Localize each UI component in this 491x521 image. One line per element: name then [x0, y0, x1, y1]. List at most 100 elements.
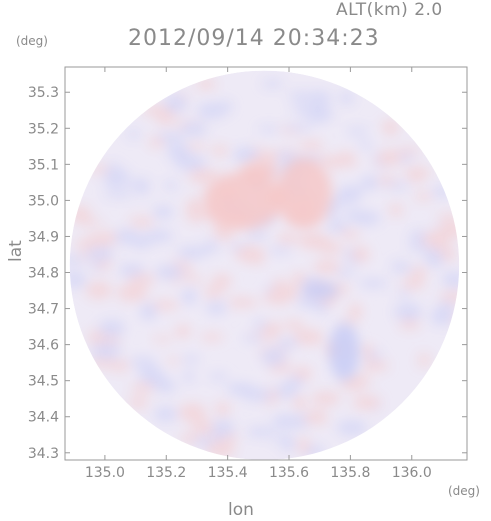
- speckle-positive: [74, 238, 103, 250]
- speckle-negative: [397, 290, 410, 298]
- altitude-label: ALT(km) 2.0: [336, 0, 443, 20]
- speckle-negative: [87, 246, 115, 261]
- speckle-negative: [180, 122, 207, 137]
- x-tick-label: 136.0: [392, 465, 432, 481]
- speckle-negative: [272, 414, 299, 429]
- speckle-positive: [277, 232, 298, 244]
- speckle-positive: [200, 333, 224, 342]
- speckle-positive: [203, 287, 224, 298]
- speckle-negative: [287, 376, 304, 389]
- speckle-positive: [299, 140, 324, 151]
- speckle-positive: [312, 260, 341, 274]
- radar-coverage-disk: [69, 70, 460, 461]
- speckle-positive: [211, 274, 233, 288]
- speckle-negative: [431, 186, 453, 197]
- speckle-negative: [127, 129, 140, 139]
- speckle-negative: [261, 79, 284, 88]
- speckle-negative: [205, 301, 227, 315]
- speckle-negative: [182, 371, 196, 382]
- speckle-negative: [181, 288, 197, 305]
- speckle-negative: [358, 141, 374, 149]
- speckle-negative: [139, 303, 157, 321]
- speckle-negative: [128, 357, 156, 366]
- speckle-negative: [253, 319, 268, 329]
- speckle-negative: [246, 230, 268, 240]
- speckle-positive: [85, 281, 112, 299]
- speckle-positive: [185, 276, 204, 284]
- speckle-positive: [401, 278, 426, 290]
- speckle-negative: [246, 427, 275, 437]
- speckle-negative: [442, 272, 460, 288]
- speckle-positive: [377, 149, 406, 162]
- speckle-positive: [404, 166, 431, 180]
- speckle-positive: [152, 336, 173, 343]
- speckle-negative: [233, 147, 259, 164]
- speckle-positive: [399, 318, 420, 330]
- speckle-negative: [135, 178, 150, 196]
- speckle-negative: [305, 91, 332, 105]
- speckle-positive: [293, 329, 324, 345]
- speckle-negative: [211, 419, 235, 437]
- speckle-positive: [211, 145, 229, 156]
- y-tick-label: 35.2: [28, 121, 59, 137]
- speckle-positive: [417, 353, 431, 368]
- speckle-negative: [398, 153, 414, 162]
- speckle-positive: [283, 319, 304, 330]
- y-tick-label: 34.9: [28, 229, 59, 245]
- x-tick-label: 135.6: [269, 465, 309, 481]
- plot-frame: [64, 66, 468, 461]
- speckle-negative: [152, 205, 174, 219]
- echo-negative-region: [328, 322, 360, 381]
- x-axis-unit: (deg): [448, 484, 480, 498]
- speckle-positive: [131, 382, 155, 393]
- speckle-positive: [174, 324, 191, 338]
- speckle-negative: [154, 265, 184, 280]
- speckle-negative: [395, 264, 415, 272]
- speckle-positive: [291, 272, 307, 285]
- speckle-negative: [358, 278, 388, 288]
- speckle-positive: [263, 321, 282, 338]
- speckle-positive: [361, 360, 389, 372]
- chart-title: 2012/09/14 20:34:23: [128, 26, 380, 51]
- speckle-negative: [203, 241, 219, 253]
- speckle-negative: [437, 301, 456, 309]
- x-tick-label: 135.0: [85, 465, 125, 481]
- speckle-positive: [191, 420, 217, 433]
- echo-positive-region: [203, 171, 283, 230]
- speckle-positive: [410, 174, 423, 184]
- echo-features: [203, 157, 360, 381]
- speckle-positive: [410, 267, 428, 279]
- radar-disk: [69, 70, 460, 461]
- y-tick-label: 34.4: [28, 410, 59, 426]
- speckle-positive: [426, 241, 446, 250]
- speckle-positive: [142, 106, 162, 116]
- speckle-positive: [436, 213, 460, 221]
- speckle-negative: [351, 211, 381, 226]
- speckle-positive: [188, 169, 221, 184]
- speckle-positive: [345, 376, 373, 387]
- speckle-positive: [128, 274, 157, 285]
- speckle-positive: [186, 198, 204, 215]
- speckle-positive: [157, 114, 173, 126]
- speckle-negative: [154, 406, 178, 422]
- speckle-positive: [338, 229, 361, 239]
- speckle-positive: [352, 395, 382, 410]
- speckle-positive: [217, 226, 235, 241]
- echo-positive-region: [276, 157, 332, 230]
- speckle-positive: [293, 395, 307, 410]
- speckle-positive: [382, 119, 399, 136]
- speckle-negative: [441, 307, 454, 319]
- speckle-positive: [131, 399, 148, 405]
- speckle-negative: [407, 243, 430, 251]
- echo-positive-region: [239, 160, 277, 183]
- speckle-positive: [444, 220, 458, 236]
- speckle-negative: [296, 297, 325, 308]
- speckle-positive: [196, 78, 216, 90]
- speckle-negative: [394, 303, 423, 321]
- speckle-positive: [373, 159, 403, 166]
- speckle-positive: [333, 157, 359, 167]
- speckle-negative: [174, 155, 207, 171]
- speckle-negative: [131, 235, 152, 249]
- x-tick-label: 135.2: [146, 465, 186, 481]
- speckle-negative: [292, 104, 314, 114]
